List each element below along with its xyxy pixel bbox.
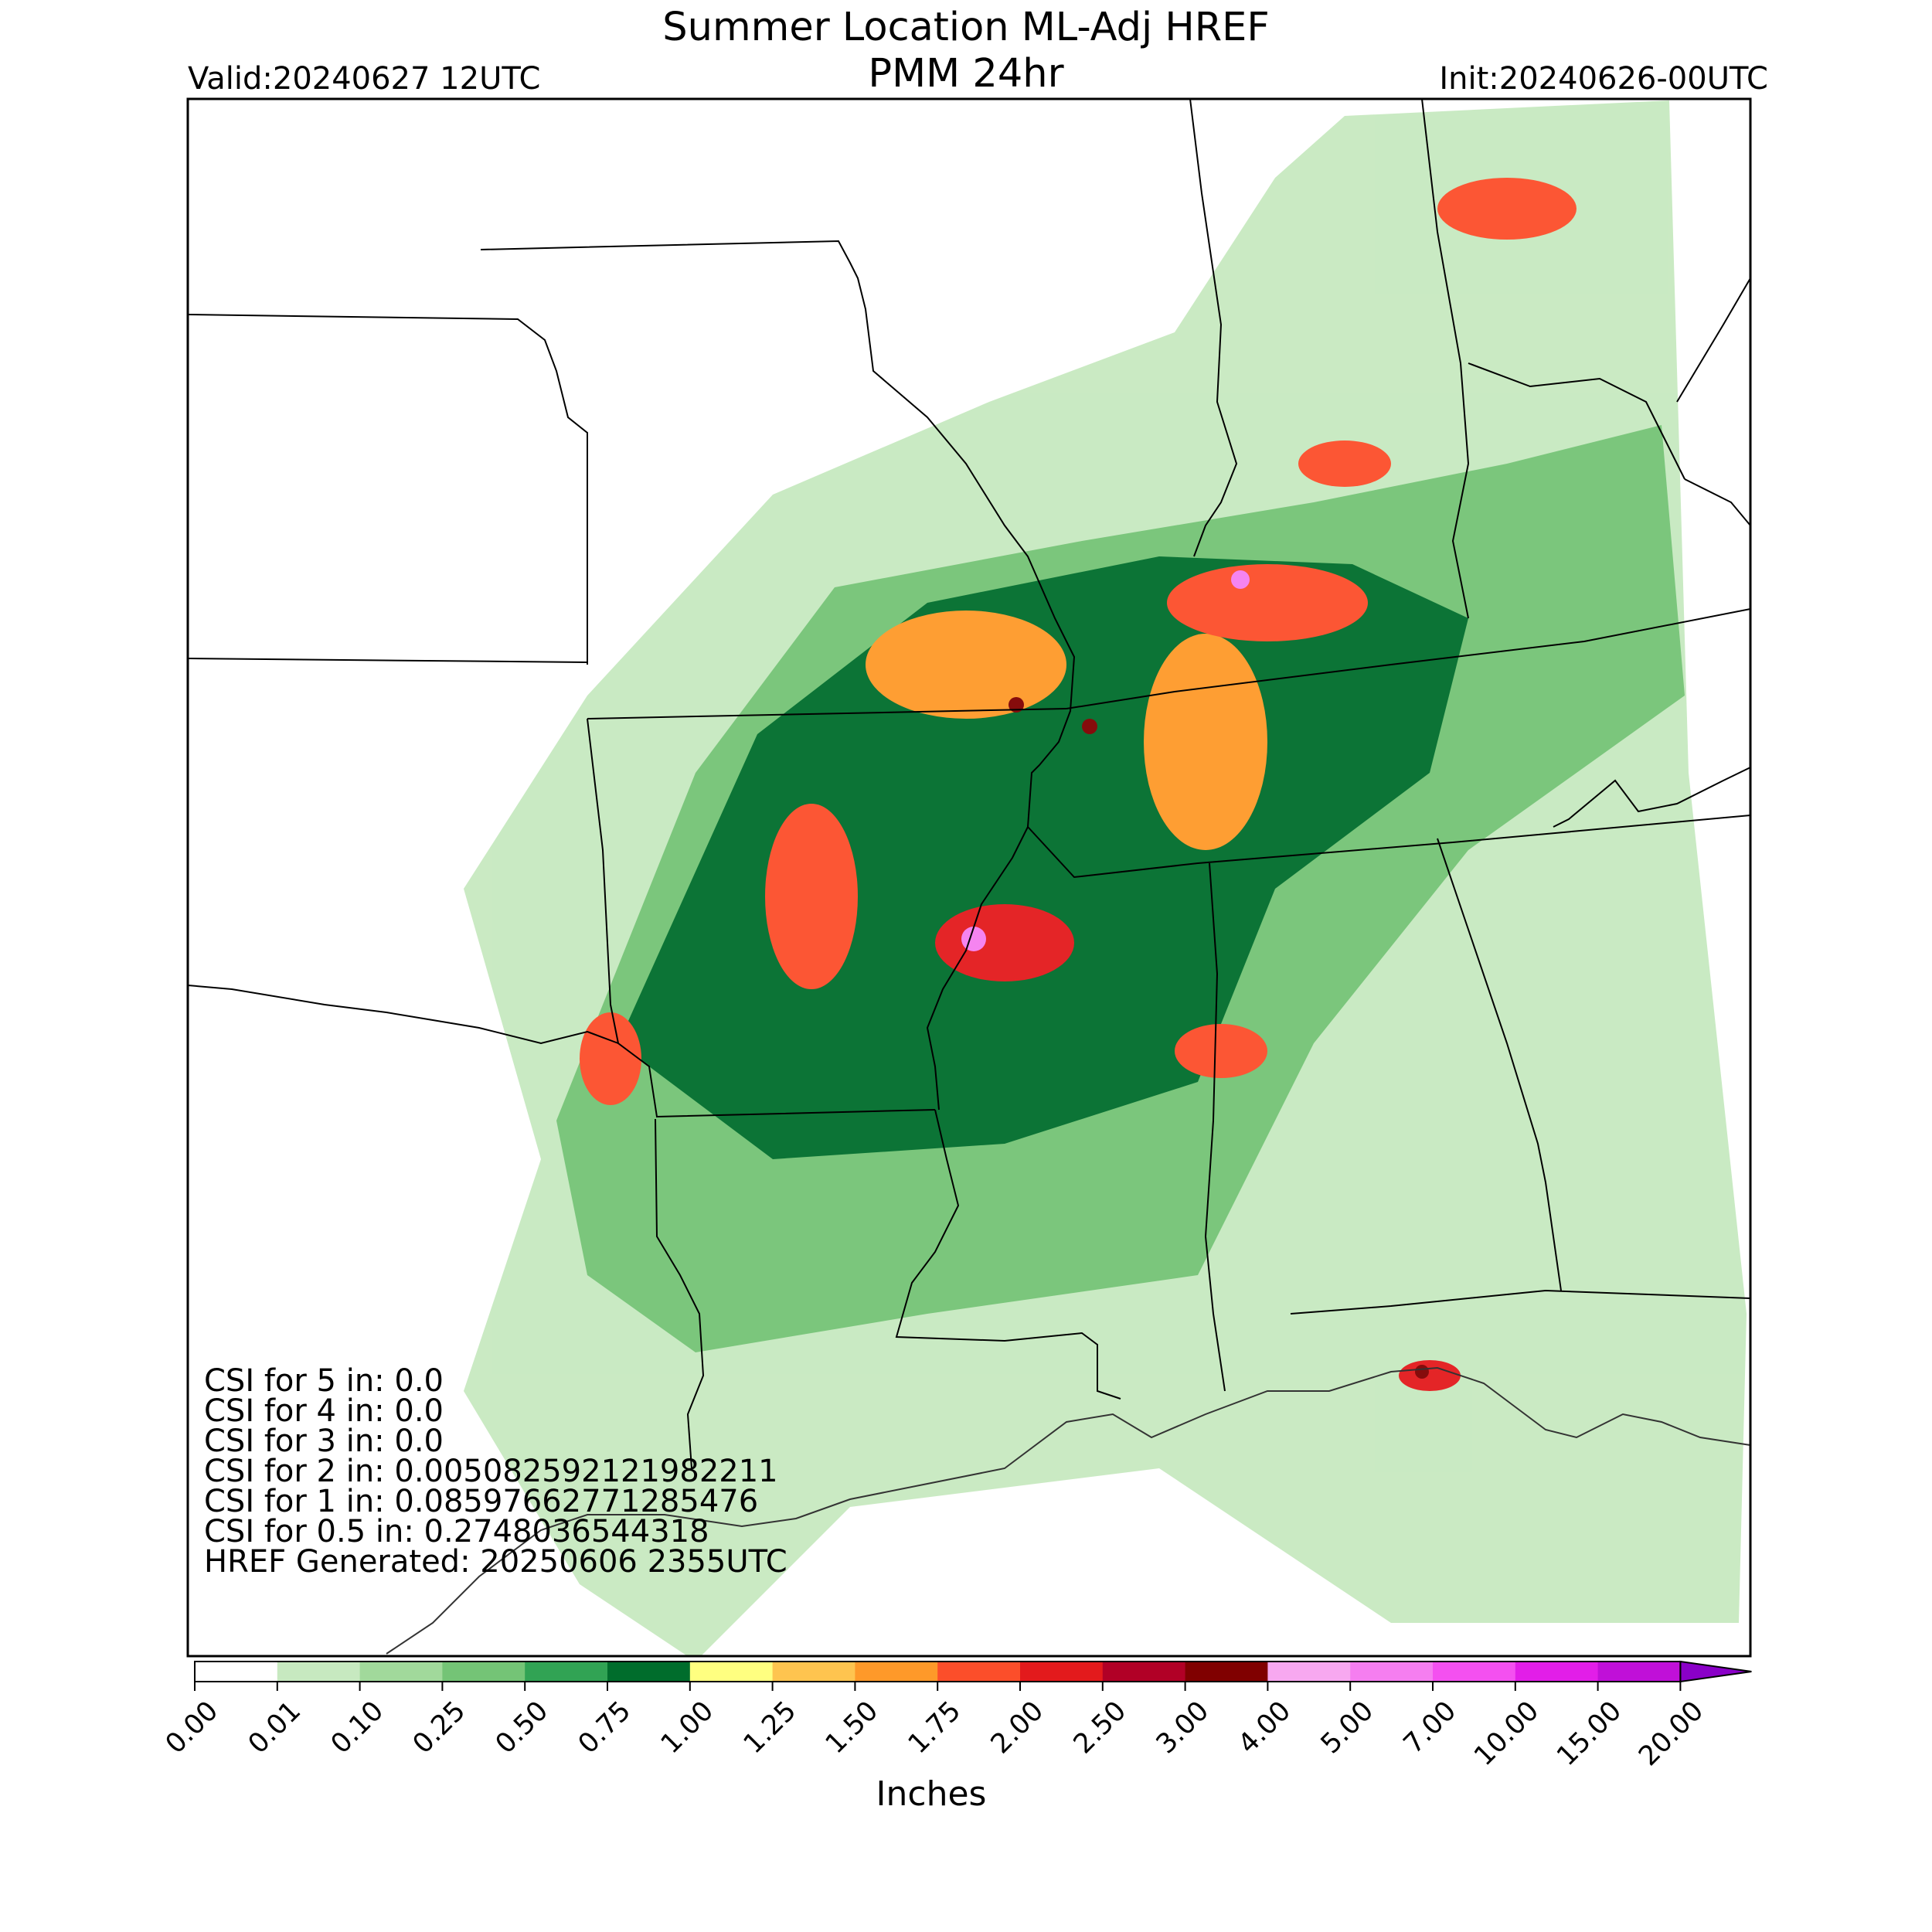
colorbar-segment: [195, 1662, 278, 1682]
core-2: [1144, 634, 1267, 850]
core-6: [1175, 1024, 1267, 1078]
colorbar-label: Inches: [876, 1774, 987, 1814]
colorbar-segment: [772, 1662, 855, 1682]
colorbar-segment: [1433, 1662, 1516, 1682]
core-max-2: [1231, 570, 1250, 589]
core-7: [1298, 440, 1391, 487]
colorbar-extend-arrow: [1679, 1660, 1752, 1683]
init-time: Init:20240626-00UTC: [1439, 61, 1768, 97]
csi-5in: CSI for 5 in: 0.0: [204, 1363, 444, 1399]
colorbar-segment: [937, 1662, 1021, 1682]
core-max-4: [1082, 719, 1097, 734]
colorbar-segment: [442, 1662, 526, 1682]
csi-0p5in: CSI for 0.5 in: 0.2748036544318: [204, 1514, 709, 1549]
core-4: [765, 804, 858, 989]
href-generated: HREF Generated: 20250606 2355UTC: [204, 1544, 787, 1580]
state-boundaries: [188, 99, 1750, 1469]
colorbar-segment: [277, 1662, 361, 1682]
colorbar-segment: [1020, 1662, 1104, 1682]
colorbar-segment: [607, 1662, 691, 1682]
gulf-coastline: [386, 1366, 1750, 1655]
colorbar: [194, 1660, 1752, 1691]
csi-4in: CSI for 4 in: 0.0: [204, 1393, 444, 1429]
colorbar-segment: [359, 1662, 443, 1682]
colorbar-segment: [1267, 1662, 1351, 1682]
colorbar-segment: [1350, 1662, 1434, 1682]
core-9: [1399, 1360, 1461, 1391]
csi-stats-panel: CSI for 5 in: 0.0 CSI for 4 in: 0.0 CSI …: [204, 1366, 787, 1577]
colorbar-segment: [1597, 1662, 1681, 1682]
core-3: [1167, 564, 1368, 641]
core-10: [580, 1012, 641, 1105]
colorbar-segment: [1185, 1662, 1268, 1682]
csi-3in: CSI for 3 in: 0.0: [204, 1423, 444, 1459]
map-frame: [186, 97, 1752, 1658]
colorbar-segment: [689, 1662, 774, 1682]
map-subtitle: PMM 24hr: [868, 51, 1064, 97]
precip-field: [464, 100, 1747, 1656]
colorbar-segment: [525, 1662, 608, 1682]
valid-time: Valid:20240627 12UTC: [188, 61, 541, 97]
core-1: [866, 611, 1066, 719]
colorbar-segment: [855, 1662, 938, 1682]
colorbar-segment: [1102, 1662, 1186, 1682]
core-max-1: [961, 927, 986, 951]
core-max-5: [1415, 1365, 1429, 1379]
colorbar-segment: [1515, 1662, 1599, 1682]
core-max-3: [1009, 697, 1024, 713]
csi-2in: CSI for 2 in: 0.005082592121982211: [204, 1454, 778, 1489]
core-8: [1437, 178, 1577, 240]
csi-1in: CSI for 1 in: 0.08597662771285476: [204, 1484, 759, 1519]
core-5: [935, 904, 1074, 981]
map-title: Summer Location ML-Adj HREF: [662, 5, 1270, 50]
